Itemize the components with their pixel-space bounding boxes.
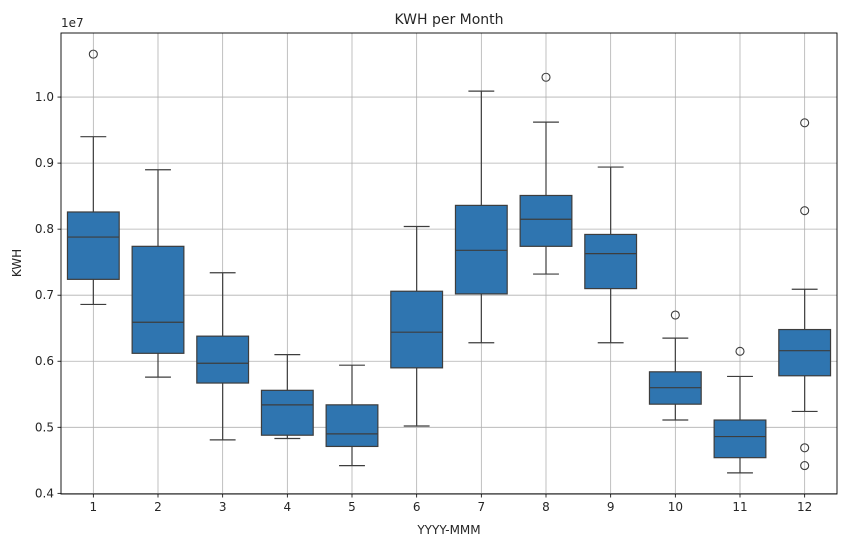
y-tick-label: 0.6: [35, 354, 54, 368]
box-5: [325, 364, 379, 467]
x-tick-label: 9: [607, 500, 615, 514]
y-axis-ticks: 0.4 0.5 0.6 0.7 0.8 0.9 1.0: [35, 90, 61, 500]
iqr-box: [390, 290, 444, 369]
x-tick-label: 10: [668, 500, 683, 514]
iqr-box: [131, 245, 185, 354]
iqr-box: [260, 389, 314, 436]
box-2: [131, 169, 185, 378]
outlier-point: [800, 118, 810, 128]
box-8: [519, 72, 573, 275]
outlier-point: [800, 461, 810, 471]
x-tick-label: 4: [284, 500, 292, 514]
box-6: [390, 225, 444, 427]
iqr-box: [196, 335, 250, 384]
y-tick-label: 0.5: [35, 420, 54, 434]
iqr-box: [713, 419, 767, 459]
iqr-box: [519, 194, 573, 247]
box-4: [260, 354, 314, 440]
x-axis-ticks: 1 2 3 4 5 6 7 8 9 10 11 12: [90, 494, 812, 514]
plot-frame: [60, 32, 838, 495]
outlier-point: [670, 310, 680, 320]
outlier-point: [541, 72, 551, 82]
box-1: [66, 49, 120, 306]
outlier-point: [800, 206, 810, 216]
box-series: [66, 49, 832, 474]
y-axis-offset-label: 1e7: [61, 16, 84, 30]
box-7: [454, 90, 508, 344]
y-axis-label: KWH: [10, 249, 24, 277]
iqr-box: [66, 211, 120, 280]
x-tick-label: 3: [219, 500, 227, 514]
box-10: [648, 310, 702, 421]
y-tick-label: 0.8: [35, 222, 54, 236]
box-11: [713, 346, 767, 474]
y-tick-label: 0.7: [35, 288, 54, 302]
chart-title: KWH per Month: [394, 12, 503, 28]
outlier-point: [735, 346, 745, 356]
y-tick-label: 0.4: [35, 486, 54, 500]
x-axis-label: YYYY-MMM: [416, 523, 480, 537]
y-tick-label: 0.9: [35, 156, 54, 170]
box-3: [196, 272, 250, 441]
box-9: [584, 166, 638, 344]
x-tick-label: 2: [154, 500, 162, 514]
outlier-point: [88, 49, 98, 59]
x-tick-label: 6: [413, 500, 421, 514]
x-tick-label: 12: [797, 500, 812, 514]
iqr-box: [584, 233, 638, 290]
x-tick-label: 1: [90, 500, 98, 514]
outlier-point: [800, 443, 810, 453]
x-tick-label: 11: [732, 500, 747, 514]
x-tick-label: 7: [478, 500, 486, 514]
x-tick-label: 8: [542, 500, 550, 514]
iqr-box: [778, 328, 832, 377]
iqr-box: [325, 404, 379, 448]
iqr-box: [454, 204, 508, 295]
x-tick-label: 5: [348, 500, 356, 514]
y-tick-label: 1.0: [35, 90, 54, 104]
box-12: [778, 118, 832, 471]
